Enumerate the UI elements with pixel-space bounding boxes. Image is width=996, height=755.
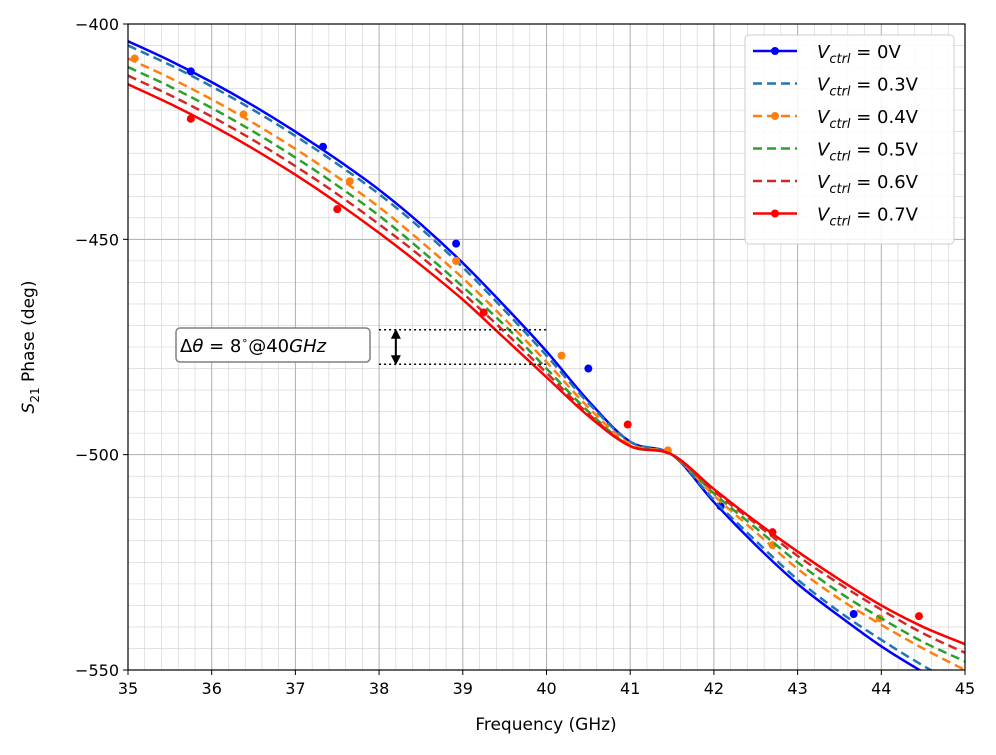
legend-label-3: Vctrl = 0.5V <box>817 140 919 165</box>
annotation-degree: ∘ <box>241 334 248 347</box>
axis-ticks: 35 36 37 38 39 40 41 42 43 44 45 −400 −450 −500 −550 <box>75 15 975 698</box>
legend-sub: ctrl <box>829 52 851 67</box>
legend-label-0: Vctrl = 0V <box>817 42 902 67</box>
x-tick-label: 41 <box>620 679 640 698</box>
legend-label-4: Vctrl = 0.6V <box>817 172 919 197</box>
legend-value: = 0.6V <box>851 172 919 193</box>
legend-value: = 0.4V <box>851 107 919 128</box>
legend-label-2: Vctrl = 0.4V <box>817 107 919 132</box>
series-marker-5 <box>623 420 632 429</box>
series-marker-2 <box>130 54 139 63</box>
series-marker-2 <box>345 177 354 186</box>
legend-value: = 0.5V <box>851 140 919 161</box>
x-tick-label: 36 <box>202 679 222 698</box>
plot-area <box>128 40 965 670</box>
y-axis-label-main: S <box>19 402 39 413</box>
legend-value: = 0.7V <box>851 205 919 226</box>
legend-var: V <box>817 107 831 128</box>
y-axis-label-rest: Phase (deg) <box>19 281 39 388</box>
x-tick-label: 44 <box>871 679 891 698</box>
legend-value: = 0.3V <box>851 75 919 96</box>
legend-sub: ctrl <box>829 85 851 100</box>
annotation-delta: Δ <box>180 336 193 357</box>
x-tick-label: 40 <box>536 679 556 698</box>
legend-marker-2 <box>771 112 779 120</box>
legend-marker-0 <box>771 47 779 55</box>
y-tick-label: −550 <box>75 661 119 680</box>
x-tick-label: 39 <box>453 679 473 698</box>
annotation-box <box>175 327 371 363</box>
legend-sub: ctrl <box>829 215 851 230</box>
legend-var: V <box>817 42 831 63</box>
annotation-ghz: GHz <box>289 336 326 357</box>
x-tick-label: 38 <box>369 679 389 698</box>
series-line-5 <box>128 83 965 646</box>
legend-var: V <box>817 75 831 96</box>
legend-label-5: Vctrl = 0.7V <box>817 205 919 230</box>
series-marker-5 <box>333 205 342 214</box>
legend-value: = 0V <box>851 42 902 63</box>
x-tick-label: 45 <box>955 679 975 698</box>
annotation-theta: θ <box>192 336 203 357</box>
legend-sub: ctrl <box>829 182 851 197</box>
series-marker-0 <box>584 364 593 373</box>
annotation-text: Δθ = 8∘@40GHz <box>180 334 327 357</box>
series-marker-0 <box>849 610 858 619</box>
legend-marker-5 <box>771 209 779 218</box>
series-marker-5 <box>479 308 488 317</box>
series-marker-0 <box>452 239 461 248</box>
x-tick-label: 42 <box>704 679 724 698</box>
y-tick-label: −400 <box>75 15 119 34</box>
legend-var: V <box>817 140 831 161</box>
series-marker-0 <box>186 67 195 76</box>
series-layer <box>128 40 965 670</box>
x-tick-label: 43 <box>787 679 807 698</box>
series-marker-2 <box>452 256 461 265</box>
annotation-at: @40 <box>248 336 289 357</box>
y-axis-label-sub: 21 <box>28 387 42 402</box>
legend-box <box>744 34 955 245</box>
legend-sub: ctrl <box>829 150 851 165</box>
series-marker-5 <box>186 114 195 123</box>
series-marker-5 <box>914 612 923 621</box>
series-line-2 <box>128 57 965 670</box>
x-tick-label: 37 <box>285 679 305 698</box>
y-tick-label: −500 <box>75 446 119 465</box>
delta-annotation: Δθ = 8∘@40GHz <box>175 327 401 366</box>
legend-sub: ctrl <box>829 117 851 132</box>
series-line-3 <box>128 65 965 663</box>
series-marker-5 <box>768 528 777 537</box>
legend-var: V <box>817 205 831 226</box>
series-marker-0 <box>319 142 328 151</box>
legend-label-1: Vctrl = 0.3V <box>817 75 919 100</box>
series-marker-2 <box>239 110 248 119</box>
series-line-4 <box>128 74 965 654</box>
annotation-equals: = 8 <box>203 336 241 357</box>
series-marker-2 <box>557 351 566 360</box>
series-line-1 <box>128 44 934 670</box>
x-axis-label: Frequency (GHz) <box>475 715 616 735</box>
x-tick-label: 35 <box>118 679 138 698</box>
legend-var: V <box>817 172 831 193</box>
y-tick-label: −450 <box>75 230 119 249</box>
y-axis-label: S21 Phase (deg) <box>19 281 42 414</box>
series-line-0 <box>128 40 922 670</box>
